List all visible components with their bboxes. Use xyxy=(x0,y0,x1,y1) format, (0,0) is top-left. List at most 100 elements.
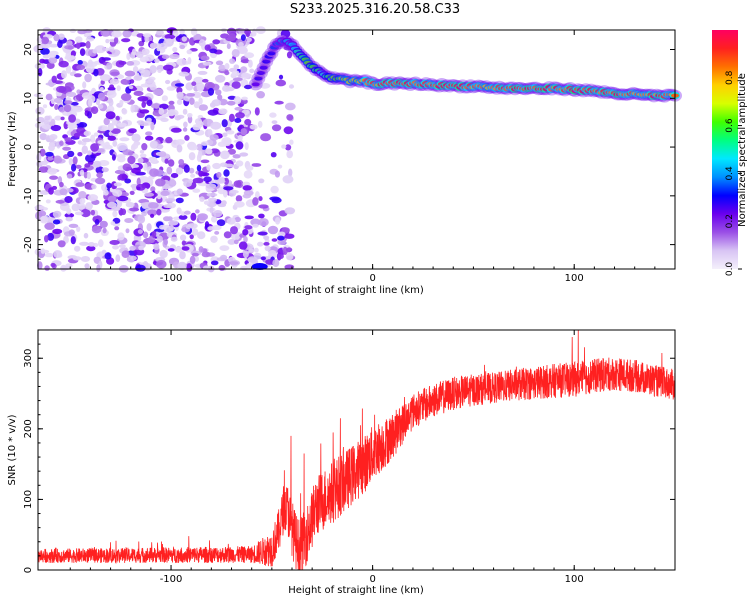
spectrogram-noise-blob xyxy=(198,104,208,111)
spectrogram-noise-blob xyxy=(228,113,235,123)
spectrogram-noise-blob xyxy=(99,74,111,82)
spectrogram-noise-blob xyxy=(87,59,93,68)
spectrogram-noise-blob xyxy=(45,199,51,204)
spectrogram-noise-blob xyxy=(168,100,175,105)
spectrogram-noise-blob xyxy=(94,45,106,54)
spectrogram-noise-blob xyxy=(192,91,202,98)
spectrogram-noise-blob xyxy=(223,169,230,177)
snr-series-line xyxy=(37,329,676,571)
spectrogram-noise-blob xyxy=(227,239,236,245)
spectrogram-noise-blob xyxy=(63,104,72,113)
spectrogram-noise-blob xyxy=(150,103,162,109)
spectrogram-noise-blob xyxy=(232,77,243,82)
spectrogram-noise-blob xyxy=(258,213,265,219)
spectrogram-noise-blob xyxy=(86,245,96,252)
spectrogram-noise-blob xyxy=(229,58,236,64)
spectrogram-noise-blob xyxy=(97,92,106,101)
spectrogram-noise-blob xyxy=(83,130,92,137)
spectrogram-noise-blob xyxy=(76,41,81,50)
spectrogram-noise-blob xyxy=(131,133,141,142)
spectrogram-noise-blob xyxy=(100,29,111,37)
snr-y-tick-label: 0 xyxy=(23,567,34,573)
spectrogram-noise-blob xyxy=(90,106,99,114)
colorbar-tick-label: 0.2 xyxy=(725,214,735,228)
spectrogram-noise-blob xyxy=(65,91,77,97)
spectrogram-noise-blob xyxy=(243,170,253,179)
spectrogram-noise-blob xyxy=(275,79,287,87)
spectrogram-noise-blob xyxy=(38,210,47,217)
signal-ridge-core xyxy=(259,65,268,70)
spectrogram-noise-blob xyxy=(131,48,137,56)
spectrogram-noise-blob xyxy=(127,151,133,156)
spectrogram-noise-blob xyxy=(125,228,130,234)
spectrogram-noise-blob xyxy=(53,155,62,164)
spectrogram-noise-blob xyxy=(160,113,170,118)
spectrogram-noise-blob xyxy=(93,68,99,77)
spectrogram-noise-blob xyxy=(127,155,136,165)
spectrogram-noise-blob xyxy=(80,141,87,146)
spectrogram-noise-blob xyxy=(64,212,75,218)
spectrogram-noise-blob xyxy=(77,29,88,35)
spectrogram-noise-blob xyxy=(191,81,197,86)
spectrogram-noise-blob xyxy=(219,245,230,252)
spectrogram-noise-blob xyxy=(44,115,51,121)
spectrogram-noise-blob xyxy=(154,58,160,63)
spectrogram-noise-blob xyxy=(46,62,55,69)
colorbar: 0.0 0.2 0.4 0.6 0.8 Normalized spectral ampl… xyxy=(712,30,748,276)
spectrogram-noise-blob xyxy=(122,163,132,172)
spectrogram-noise-blob xyxy=(49,175,59,180)
spectrogram-noise-blob xyxy=(71,163,77,172)
spectrogram-noise-blob xyxy=(45,151,54,157)
colorbar-label: Normalized spectral amplitude xyxy=(737,73,748,227)
spectrogram-noise-blob xyxy=(257,120,263,128)
spectrogram-noise-blob xyxy=(87,150,92,156)
spectrogram-noise-blob xyxy=(35,106,45,115)
spectrogram-noise-blob xyxy=(106,201,117,209)
spectrogram-noise-blob xyxy=(141,101,146,108)
spectrogram-noise-blob xyxy=(79,169,85,177)
spectrogram-noise-blob xyxy=(145,135,154,141)
spectrogram-noise-blob xyxy=(94,219,100,225)
spectrogram-noise-blob xyxy=(217,141,227,147)
spectrogram-noise-blob xyxy=(218,264,226,271)
spectrogram-noise-blob xyxy=(187,57,192,65)
spectrogram-noise-blob xyxy=(129,207,140,212)
spectrogram-noise-blob xyxy=(226,43,231,50)
spectrogram-noise-blob xyxy=(49,134,58,140)
spectrogram-noise-blob xyxy=(200,141,209,146)
spectrogram-noise-blob xyxy=(198,39,206,47)
spectrogram-noise-blob xyxy=(101,167,109,173)
spectrogram-noise-blob xyxy=(244,29,252,35)
spectrogram-noise-blob xyxy=(124,218,134,223)
spectrogram-noise-blob xyxy=(40,248,46,254)
spectrogram-noise-blob xyxy=(146,223,152,232)
spectrogram-noise-blob xyxy=(233,239,239,245)
spectrogram-noise-blob xyxy=(218,64,227,72)
spectrogram-noise-blob xyxy=(111,154,116,161)
spectrogram-noise-blob xyxy=(188,167,195,174)
spectrogram-noise-blob xyxy=(179,251,186,260)
spectrogram-noise-blob xyxy=(209,48,218,54)
spectrogram-noise-blob xyxy=(240,59,251,64)
spectrogram-noise-blob xyxy=(142,33,152,38)
spectrogram-marks xyxy=(33,26,682,273)
spectrogram-noise-blob xyxy=(135,264,146,272)
spectrogram-noise-blob xyxy=(242,185,253,191)
spectrogram-noise-blob xyxy=(87,194,99,202)
spectrogram-noise-blob xyxy=(91,184,97,190)
spectrogram-noise-blob xyxy=(197,231,206,240)
spectrogram-noise-blob xyxy=(107,123,114,131)
spectrogram-noise-blob xyxy=(101,184,108,192)
spectrogram-noise-blob xyxy=(195,209,200,214)
spectrogram-noise-blob xyxy=(76,122,88,128)
spectrogram-noise-blob xyxy=(163,239,168,246)
spectrogram-noise-blob xyxy=(136,120,145,124)
spectrogram-noise-blob xyxy=(106,182,112,189)
spectrogram-noise-blob xyxy=(39,58,46,64)
spectrogram-noise-blob xyxy=(211,99,222,107)
spectrogram-noise-blob xyxy=(222,85,231,92)
spectrogram-noise-blob xyxy=(138,68,146,74)
spectrogram-noise-blob xyxy=(245,165,254,171)
spectrogram-noise-blob xyxy=(114,226,120,231)
spectrogram-noise-blob xyxy=(167,248,175,252)
